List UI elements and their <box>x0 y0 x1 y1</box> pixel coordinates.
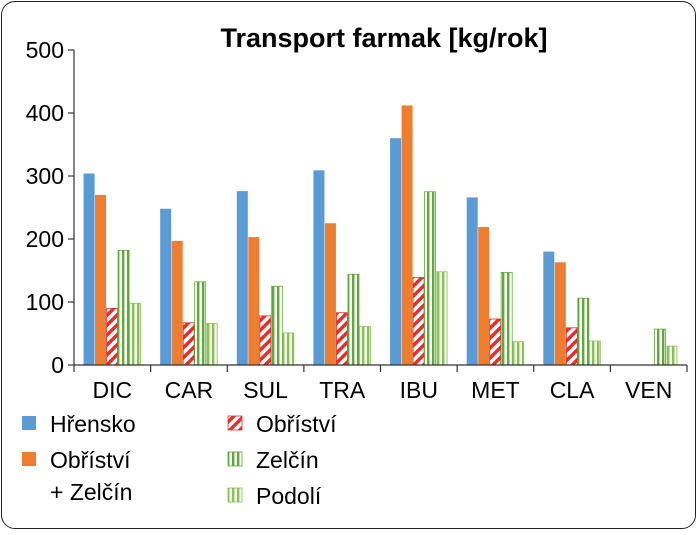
bar <box>543 251 555 365</box>
legend-label: Podolí <box>256 483 322 509</box>
x-tick-label: SUL <box>243 377 288 403</box>
legend-label: Zelčín <box>256 447 319 473</box>
bar <box>401 105 413 365</box>
bar <box>500 271 513 366</box>
bar <box>390 138 402 365</box>
bar <box>654 328 666 366</box>
bar <box>171 240 183 365</box>
bar <box>259 315 272 366</box>
chart-title: Transport farmak [kg/rok] <box>220 23 547 53</box>
legend-label: Obříství <box>256 411 337 437</box>
x-tick-label: IBU <box>400 377 438 403</box>
bar <box>512 341 525 366</box>
y-tick-label: 0 <box>51 352 64 378</box>
legend: Hřensko Obříství + Zelčín Obříství Zelčín Pod… <box>22 411 337 509</box>
bar <box>435 271 448 366</box>
legend-label: Hřensko <box>50 411 136 437</box>
bar <box>424 191 436 366</box>
x-tick-label: DIC <box>93 377 133 403</box>
bar <box>248 237 260 365</box>
bar <box>160 208 172 365</box>
bar <box>565 327 578 366</box>
bar <box>83 173 95 365</box>
bars <box>83 105 678 366</box>
bar <box>588 340 601 366</box>
bar <box>106 307 118 366</box>
x-tick-label: TRA <box>319 377 366 403</box>
bar <box>412 277 425 366</box>
y-tick-label: 100 <box>26 289 64 315</box>
legend-swatch <box>227 487 243 503</box>
legend-label: Obříství <box>50 447 131 473</box>
bar <box>489 318 502 366</box>
bar <box>205 323 218 366</box>
legend-swatch <box>22 416 36 430</box>
bar <box>182 322 195 366</box>
bar <box>117 249 130 366</box>
legend-label: + Zelčín <box>50 479 132 505</box>
y-axis: 0 100 200 300 400 500 <box>26 37 75 378</box>
bar <box>129 302 141 366</box>
bar <box>324 223 336 365</box>
y-tick-label: 500 <box>26 37 64 63</box>
bar <box>347 273 360 366</box>
bar <box>313 170 325 365</box>
bar <box>194 281 207 366</box>
x-tick-label: VEN <box>625 377 672 403</box>
bar <box>336 312 348 366</box>
bar <box>282 332 295 366</box>
bar <box>554 262 566 365</box>
y-tick-label: 300 <box>26 163 64 189</box>
bar <box>665 345 678 366</box>
bar <box>359 326 371 366</box>
x-tick-label: CAR <box>165 377 214 403</box>
y-tick-label: 400 <box>26 100 64 126</box>
bar <box>577 297 590 366</box>
bar <box>95 194 107 365</box>
legend-swatch <box>227 451 243 467</box>
x-axis: DIC CAR SUL TRA IBU MET CLA VEN <box>73 364 688 403</box>
bar <box>236 191 248 365</box>
bar <box>270 285 283 366</box>
bar <box>466 197 478 365</box>
bar <box>478 227 490 365</box>
legend-swatch <box>227 415 243 431</box>
y-tick-label: 200 <box>26 226 64 252</box>
legend-swatch <box>22 452 36 466</box>
x-tick-label: CLA <box>550 377 595 403</box>
x-tick-label: MET <box>471 377 520 403</box>
